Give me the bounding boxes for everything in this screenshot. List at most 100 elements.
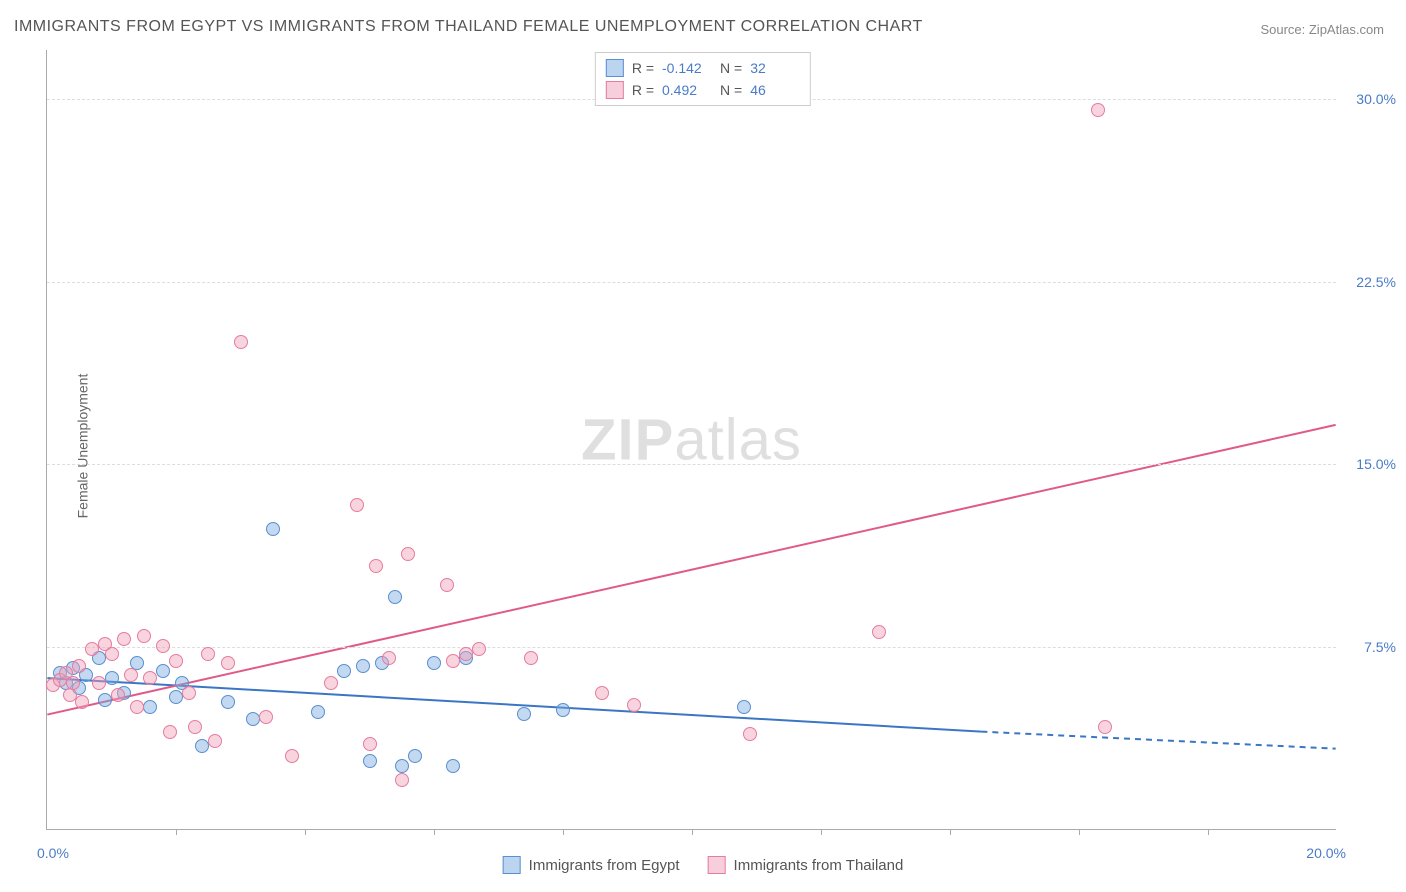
x-tick — [1208, 829, 1209, 835]
data-point-egypt — [737, 700, 751, 714]
source-attribution: Source: ZipAtlas.com — [1260, 22, 1384, 37]
data-point-thailand — [259, 710, 273, 724]
watermark: ZIPatlas — [581, 406, 802, 473]
data-point-egypt — [427, 656, 441, 670]
data-point-thailand — [143, 671, 157, 685]
x-tick — [1079, 829, 1080, 835]
legend-swatch-egypt — [503, 856, 521, 874]
n-label: N = — [720, 60, 742, 76]
data-point-thailand — [137, 629, 151, 643]
data-point-egypt — [246, 712, 260, 726]
data-point-thailand — [395, 773, 409, 787]
x-tick — [950, 829, 951, 835]
data-point-thailand — [72, 659, 86, 673]
data-point-thailand — [1091, 103, 1105, 117]
data-point-egypt — [98, 693, 112, 707]
data-point-thailand — [872, 625, 886, 639]
data-point-thailand — [324, 676, 338, 690]
legend-swatch-thailand — [708, 856, 726, 874]
data-point-thailand — [208, 734, 222, 748]
data-point-thailand — [472, 642, 486, 656]
x-tick — [305, 829, 306, 835]
gridline — [47, 464, 1336, 465]
y-tick-label: 30.0% — [1356, 91, 1396, 107]
x-tick — [563, 829, 564, 835]
legend-label-egypt: Immigrants from Egypt — [529, 857, 680, 874]
legend-label-thailand: Immigrants from Thailand — [734, 857, 904, 874]
data-point-thailand — [446, 654, 460, 668]
n-label: N = — [720, 82, 742, 98]
data-point-egypt — [363, 754, 377, 768]
data-point-thailand — [1098, 720, 1112, 734]
data-point-thailand — [743, 727, 757, 741]
y-tick-label: 22.5% — [1356, 274, 1396, 290]
data-point-egypt — [356, 659, 370, 673]
data-point-egypt — [169, 690, 183, 704]
data-point-egypt — [337, 664, 351, 678]
n-value-thailand: 46 — [750, 82, 800, 98]
watermark-bold: ZIP — [581, 407, 674, 472]
legend-swatch-egypt — [606, 59, 624, 77]
data-point-thailand — [524, 651, 538, 665]
data-point-thailand — [188, 720, 202, 734]
data-point-thailand — [85, 642, 99, 656]
trendlines-svg — [47, 50, 1336, 829]
data-point-thailand — [75, 695, 89, 709]
gridline — [47, 647, 1336, 648]
legend-swatch-thailand — [606, 81, 624, 99]
data-point-egypt — [408, 749, 422, 763]
data-point-egypt — [105, 671, 119, 685]
data-point-egypt — [143, 700, 157, 714]
chart-title: IMMIGRANTS FROM EGYPT VS IMMIGRANTS FROM… — [14, 18, 923, 36]
plot-area: ZIPatlas 0.0% 20.0% 7.5%15.0%22.5%30.0% — [46, 50, 1336, 830]
data-point-thailand — [459, 647, 473, 661]
data-point-thailand — [363, 737, 377, 751]
data-point-thailand — [234, 335, 248, 349]
data-point-thailand — [66, 676, 80, 690]
legend-item-egypt: Immigrants from Egypt — [503, 856, 680, 874]
r-label: R = — [632, 60, 654, 76]
x-tick — [692, 829, 693, 835]
data-point-thailand — [440, 578, 454, 592]
data-point-thailand — [124, 668, 138, 682]
gridline — [47, 282, 1336, 283]
data-point-thailand — [182, 686, 196, 700]
data-point-egypt — [195, 739, 209, 753]
data-point-thailand — [163, 725, 177, 739]
r-value-egypt: -0.142 — [662, 60, 712, 76]
data-point-thailand — [382, 651, 396, 665]
n-value-egypt: 32 — [750, 60, 800, 76]
data-point-egypt — [446, 759, 460, 773]
data-point-thailand — [201, 647, 215, 661]
r-label: R = — [632, 82, 654, 98]
trendline-thailand — [47, 425, 1335, 715]
x-tick — [821, 829, 822, 835]
statistics-legend: R = -0.142 N = 32 R = 0.492 N = 46 — [595, 52, 811, 106]
x-tick — [176, 829, 177, 835]
data-point-egypt — [388, 590, 402, 604]
data-point-egypt — [517, 707, 531, 721]
data-point-egypt — [156, 664, 170, 678]
stats-row-egypt: R = -0.142 N = 32 — [606, 57, 800, 79]
data-point-thailand — [169, 654, 183, 668]
data-point-thailand — [221, 656, 235, 670]
data-point-egypt — [395, 759, 409, 773]
stats-row-thailand: R = 0.492 N = 46 — [606, 79, 800, 101]
trendline-egypt-extrapolated — [981, 732, 1335, 749]
series-legend: Immigrants from Egypt Immigrants from Tha… — [503, 856, 904, 874]
data-point-thailand — [627, 698, 641, 712]
x-tick — [434, 829, 435, 835]
x-axis-min-label: 0.0% — [37, 845, 69, 861]
data-point-thailand — [401, 547, 415, 561]
data-point-egypt — [311, 705, 325, 719]
data-point-thailand — [156, 639, 170, 653]
watermark-rest: atlas — [674, 407, 802, 472]
data-point-egypt — [221, 695, 235, 709]
data-point-thailand — [369, 559, 383, 573]
data-point-thailand — [130, 700, 144, 714]
data-point-egypt — [556, 703, 570, 717]
data-point-thailand — [350, 498, 364, 512]
r-value-thailand: 0.492 — [662, 82, 712, 98]
data-point-thailand — [111, 688, 125, 702]
data-point-thailand — [63, 688, 77, 702]
